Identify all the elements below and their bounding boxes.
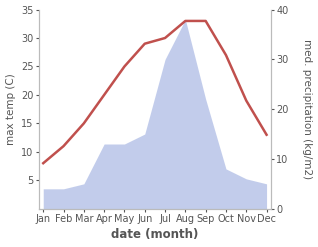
X-axis label: date (month): date (month) — [111, 228, 198, 242]
Y-axis label: med. precipitation (kg/m2): med. precipitation (kg/m2) — [302, 39, 313, 179]
Y-axis label: max temp (C): max temp (C) — [5, 73, 16, 145]
